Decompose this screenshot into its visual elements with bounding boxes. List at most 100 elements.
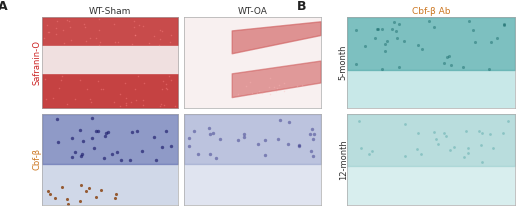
Point [110, 22, 119, 25]
Point [171, 104, 179, 107]
Point [489, 146, 497, 149]
Point [84, 186, 93, 189]
Point [45, 30, 54, 33]
Point [266, 76, 274, 80]
Point [383, 39, 392, 42]
Point [99, 87, 108, 90]
Point [459, 65, 467, 69]
Point [206, 132, 214, 135]
Point [280, 82, 288, 85]
Point [42, 98, 50, 101]
Point [442, 134, 450, 137]
Point [430, 130, 438, 134]
Point [265, 85, 273, 88]
Point [68, 155, 76, 159]
Point [163, 87, 171, 90]
Point [155, 28, 164, 32]
Point [216, 137, 225, 140]
Point [95, 44, 103, 47]
Point [63, 102, 71, 106]
Point [443, 55, 451, 58]
Point [40, 37, 48, 40]
Point [55, 86, 63, 90]
Point [310, 133, 319, 136]
Point [131, 33, 139, 36]
Point [44, 31, 52, 34]
Point [152, 158, 161, 161]
Point [485, 67, 493, 70]
Point [167, 33, 176, 36]
Title: WT-Sham: WT-Sham [89, 7, 131, 16]
Point [308, 128, 317, 131]
Point [413, 44, 422, 47]
Point [378, 67, 386, 70]
Point [161, 87, 170, 90]
Y-axis label: 5-month: 5-month [339, 45, 348, 80]
Point [53, 32, 61, 35]
Point [425, 19, 434, 23]
Point [355, 119, 363, 123]
Point [165, 74, 173, 78]
Y-axis label: 12-month: 12-month [339, 139, 348, 180]
Point [461, 129, 470, 133]
Point [94, 80, 102, 83]
Y-axis label: Safranin-O: Safranin-O [33, 40, 42, 85]
Point [58, 185, 66, 189]
Point [464, 151, 473, 154]
Point [46, 192, 54, 195]
Point [125, 158, 134, 162]
Point [167, 144, 175, 147]
Point [395, 22, 404, 26]
Point [57, 78, 65, 82]
Point [185, 144, 193, 147]
Point [446, 148, 454, 152]
Point [86, 97, 94, 100]
Point [504, 120, 512, 123]
Point [54, 141, 62, 144]
Point [139, 82, 148, 85]
Point [81, 25, 89, 29]
Point [295, 145, 304, 148]
Point [111, 41, 119, 44]
Point [499, 23, 508, 26]
Point [447, 63, 456, 66]
Point [64, 203, 73, 206]
Point [79, 139, 87, 143]
Title: Cbf-β Ab: Cbf-β Ab [412, 7, 450, 16]
Point [273, 87, 281, 90]
Point [486, 132, 495, 135]
Point [357, 146, 365, 149]
Point [365, 152, 373, 156]
Point [66, 25, 74, 28]
Point [381, 50, 389, 53]
Point [248, 91, 256, 94]
Point [64, 19, 73, 23]
Point [266, 92, 274, 96]
Point [102, 131, 110, 135]
Point [373, 28, 382, 31]
Point [271, 89, 280, 93]
Point [53, 19, 61, 23]
Point [76, 128, 84, 131]
Point [59, 41, 68, 45]
Point [309, 137, 317, 140]
Point [117, 158, 125, 161]
Point [233, 138, 242, 141]
Point [127, 101, 136, 104]
Point [374, 28, 383, 31]
Point [193, 152, 202, 156]
Point [285, 120, 293, 124]
Point [261, 153, 269, 156]
Point [150, 135, 159, 138]
Point [306, 133, 314, 136]
Point [464, 146, 472, 149]
Point [138, 149, 146, 152]
Point [100, 157, 108, 160]
Point [77, 154, 86, 158]
Point [68, 136, 76, 139]
Point [167, 78, 175, 82]
Point [261, 138, 269, 142]
Point [274, 137, 282, 141]
Point [67, 38, 75, 42]
Point [352, 62, 360, 66]
